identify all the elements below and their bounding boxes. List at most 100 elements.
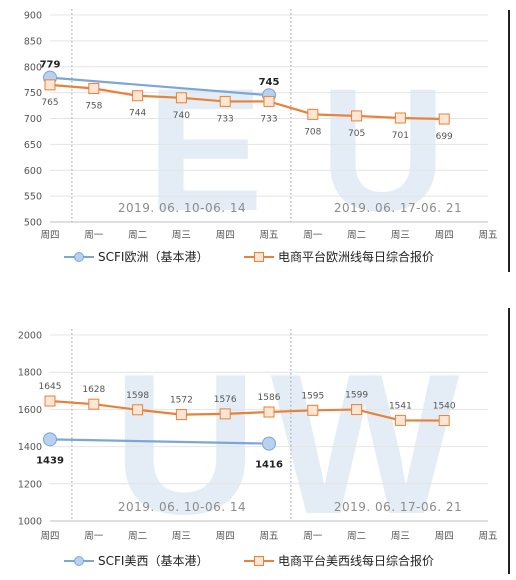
data-label: 733 bbox=[217, 114, 234, 124]
data-point bbox=[132, 404, 144, 416]
period-label: 2019. 06. 17-06. 21 bbox=[334, 201, 462, 215]
legend-label: SCFI欧洲（基本港） bbox=[98, 250, 209, 264]
legend-scfi-uw: SCFI美西（基本港） bbox=[62, 552, 208, 569]
data-point bbox=[262, 436, 276, 451]
watermark-letter: U bbox=[320, 53, 446, 248]
x-tick-label: 周一 bbox=[84, 230, 104, 241]
data-label: 1576 bbox=[214, 395, 237, 405]
y-tick-label: 800 bbox=[24, 62, 42, 73]
x-tick-label: 周四 bbox=[435, 230, 454, 241]
data-label: 705 bbox=[348, 129, 365, 139]
y-tick-label: 850 bbox=[24, 36, 42, 47]
legend-blue-line-icon bbox=[64, 251, 94, 262]
data-label: 1439 bbox=[36, 455, 64, 466]
x-tick-label: 周三 bbox=[391, 531, 410, 542]
data-label: 740 bbox=[173, 111, 190, 121]
data-label: 758 bbox=[85, 101, 102, 111]
legend-ecom-eu: 电商平台欧洲线每日综合报价 bbox=[242, 248, 434, 265]
series-line bbox=[49, 76, 270, 97]
uw-chart-panel: U W 1000 1200 1400 1600 1800 2000 周四 周一 周二 周三 周四 周五 周一… bbox=[0, 298, 516, 580]
x-tick-label: 周五 bbox=[259, 230, 278, 241]
data-point bbox=[394, 414, 406, 426]
x-tick-label: 周五 bbox=[259, 531, 278, 542]
y-tick-label: 1400 bbox=[18, 442, 42, 453]
legend-label: 电商平台美西线每日综合报价 bbox=[278, 554, 435, 568]
eu-legend: SCFI欧洲（基本港） 电商平台欧洲线每日综合报价 bbox=[0, 248, 516, 270]
data-point bbox=[351, 404, 363, 416]
data-point bbox=[175, 92, 187, 104]
uw-legend: SCFI美西（基本港） 电商平台美西线每日综合报价 bbox=[0, 552, 516, 574]
data-label: 1572 bbox=[170, 396, 193, 406]
data-label: 1598 bbox=[126, 391, 149, 401]
y-tick-label: 500 bbox=[24, 218, 42, 229]
data-label: 733 bbox=[260, 114, 277, 124]
x-tick-label: 周二 bbox=[347, 230, 366, 241]
data-point bbox=[351, 110, 363, 122]
eu-chart-panel: E U 500 550 600 650 700 750 800 850 900 周四 周一 周二 周三 周四 周… bbox=[0, 0, 516, 275]
x-tick-label: 周三 bbox=[391, 230, 410, 241]
data-point bbox=[88, 398, 100, 410]
data-point bbox=[263, 406, 275, 418]
data-point bbox=[132, 90, 144, 102]
data-label: 1645 bbox=[39, 382, 62, 392]
y-tick-label: 1800 bbox=[18, 368, 42, 379]
data-label: 1628 bbox=[82, 385, 105, 395]
y-tick-label: 650 bbox=[24, 140, 42, 151]
data-label: 779 bbox=[40, 60, 61, 71]
data-point bbox=[88, 82, 100, 94]
y-tick-label: 900 bbox=[24, 11, 42, 22]
x-tick-label: 周五 bbox=[478, 230, 497, 241]
data-point bbox=[43, 432, 57, 447]
data-point bbox=[438, 113, 450, 125]
data-label: 1416 bbox=[255, 460, 283, 471]
period-label: 2019. 06. 10-06. 14 bbox=[118, 500, 246, 514]
y-tick-label: 700 bbox=[24, 114, 42, 125]
data-point bbox=[263, 95, 275, 107]
x-tick-label: 周四 bbox=[40, 531, 59, 542]
legend-ecom-uw: 电商平台美西线每日综合报价 bbox=[242, 552, 434, 569]
legend-orange-line-icon bbox=[244, 251, 274, 262]
data-point bbox=[438, 415, 450, 427]
y-tick-label: 1600 bbox=[18, 405, 42, 416]
x-tick-label: 周二 bbox=[128, 230, 147, 241]
y-tick-label: 750 bbox=[24, 88, 42, 99]
data-label: 765 bbox=[41, 98, 58, 108]
data-point bbox=[394, 112, 406, 124]
x-tick-label: 周一 bbox=[303, 230, 323, 241]
data-label: 1595 bbox=[301, 391, 324, 401]
y-tick-label: 1000 bbox=[18, 517, 42, 528]
right-edge-rule bbox=[508, 308, 510, 574]
data-point bbox=[44, 395, 56, 407]
legend-orange-line-icon bbox=[244, 555, 274, 566]
x-tick-label: 周四 bbox=[40, 230, 59, 241]
data-point bbox=[219, 95, 231, 107]
legend-label: 电商平台欧洲线每日综合报价 bbox=[278, 250, 435, 264]
watermark-letter: E bbox=[147, 53, 264, 248]
data-label: 745 bbox=[259, 77, 280, 88]
data-label: 1541 bbox=[389, 401, 412, 411]
series-line bbox=[49, 83, 445, 121]
x-tick-label: 周四 bbox=[216, 531, 235, 542]
y-tick-label: 600 bbox=[24, 166, 42, 177]
data-point bbox=[175, 409, 187, 421]
legend-label: SCFI美西（基本港） bbox=[98, 554, 209, 568]
data-label: 699 bbox=[436, 132, 453, 142]
x-tick-label: 周二 bbox=[128, 531, 147, 542]
x-tick-label: 周二 bbox=[347, 531, 366, 542]
data-label: 701 bbox=[392, 131, 409, 141]
data-point bbox=[219, 408, 231, 420]
watermark-letter: W bbox=[271, 333, 460, 554]
x-tick-label: 周四 bbox=[435, 531, 454, 542]
data-point bbox=[307, 108, 319, 120]
x-tick-label: 周五 bbox=[478, 531, 497, 542]
period-label: 2019. 06. 10-06. 14 bbox=[118, 201, 246, 215]
x-tick-label: 周三 bbox=[172, 230, 191, 241]
data-label: 1540 bbox=[433, 402, 456, 412]
series-line bbox=[49, 399, 445, 422]
x-tick-label: 周一 bbox=[303, 531, 323, 542]
data-label: 1599 bbox=[345, 391, 368, 401]
eu-chart: E U 500 550 600 650 700 750 800 850 900 周四 周一 周二 周三 周四 周… bbox=[24, 9, 498, 248]
series-line bbox=[49, 438, 270, 445]
data-point bbox=[44, 79, 56, 91]
